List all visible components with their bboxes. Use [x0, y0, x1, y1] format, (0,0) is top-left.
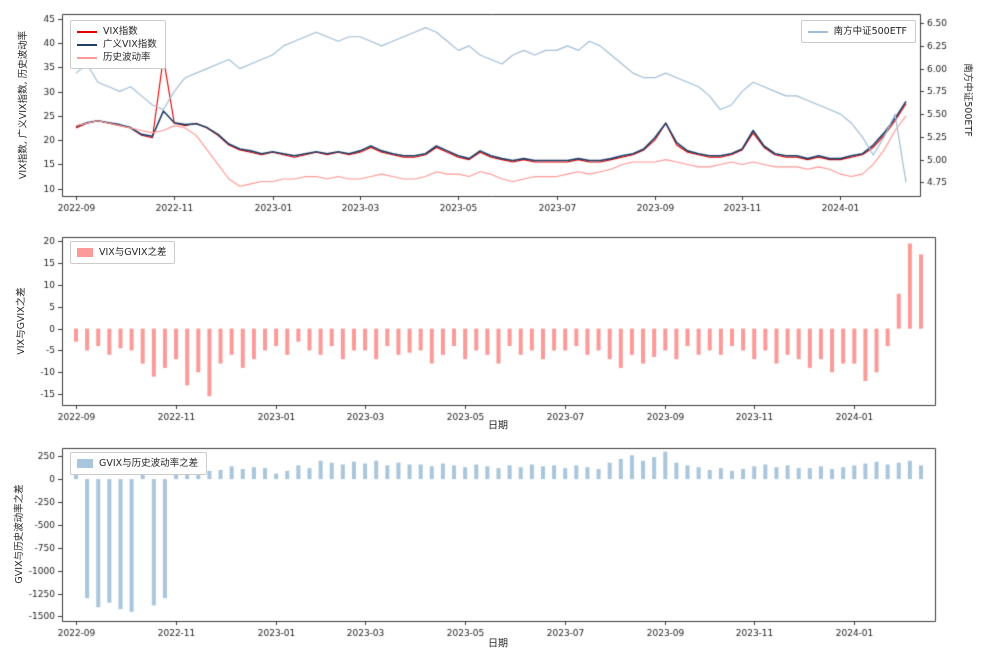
legend-label: 广义VIX指数	[103, 39, 157, 50]
ylabel-middle: VIX与GVIX之差	[16, 287, 27, 355]
legend-item-histvol: 历史波动率	[77, 51, 157, 64]
ylabel-top-left: VIX指数, 广义VIX指数, 历史波动率	[18, 30, 29, 180]
legend-item-vix-gvix-diff: VIX与GVIX之差	[77, 246, 166, 259]
vix-gvix-diff-swatch	[77, 248, 93, 257]
gvix-line-swatch	[77, 43, 97, 46]
legend-label: GVIX与历史波动率之差	[99, 458, 199, 469]
xlabel-middle: 日期	[488, 420, 508, 432]
legend-item-vix: VIX指数	[77, 25, 157, 38]
legend-label: 南方中证500ETF	[833, 26, 907, 37]
legend-top-left: VIX指数 广义VIX指数 历史波动率	[70, 20, 166, 69]
legend-label: VIX指数	[103, 26, 138, 37]
legend-item-gvix: 广义VIX指数	[77, 38, 157, 51]
gvix-histvol-diff-swatch	[77, 459, 93, 468]
legend-top-right: 南方中证500ETF	[800, 20, 916, 43]
xlabel-bottom: 日期	[488, 638, 508, 650]
legend-label: 历史波动率	[103, 52, 151, 63]
histvol-line-swatch	[77, 56, 97, 59]
legend-bottom: GVIX与历史波动率之差	[70, 452, 208, 475]
legend-label: VIX与GVIX之差	[99, 247, 167, 258]
ylabel-bottom: GVIX与历史波动率之差	[14, 484, 25, 584]
ylabel-top-right: 南方中证500ETF	[962, 63, 973, 137]
legend-middle: VIX与GVIX之差	[70, 241, 176, 264]
legend-item-gvix-histvol-diff: GVIX与历史波动率之差	[77, 457, 198, 470]
vix-line-swatch	[77, 30, 97, 33]
etf-line-swatch	[807, 30, 828, 33]
legend-item-etf: 南方中证500ETF	[807, 25, 907, 38]
